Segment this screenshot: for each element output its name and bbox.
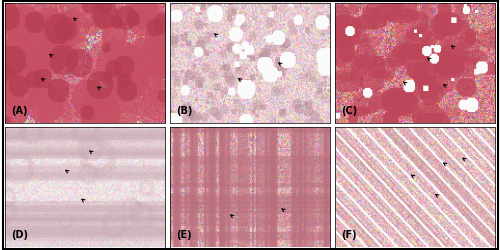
Text: (C): (C) <box>342 106 357 116</box>
Text: (E): (E) <box>176 230 192 240</box>
Text: (D): (D) <box>12 230 28 240</box>
Text: (A): (A) <box>12 106 28 116</box>
Text: (B): (B) <box>176 106 192 116</box>
Text: (F): (F) <box>342 230 357 240</box>
